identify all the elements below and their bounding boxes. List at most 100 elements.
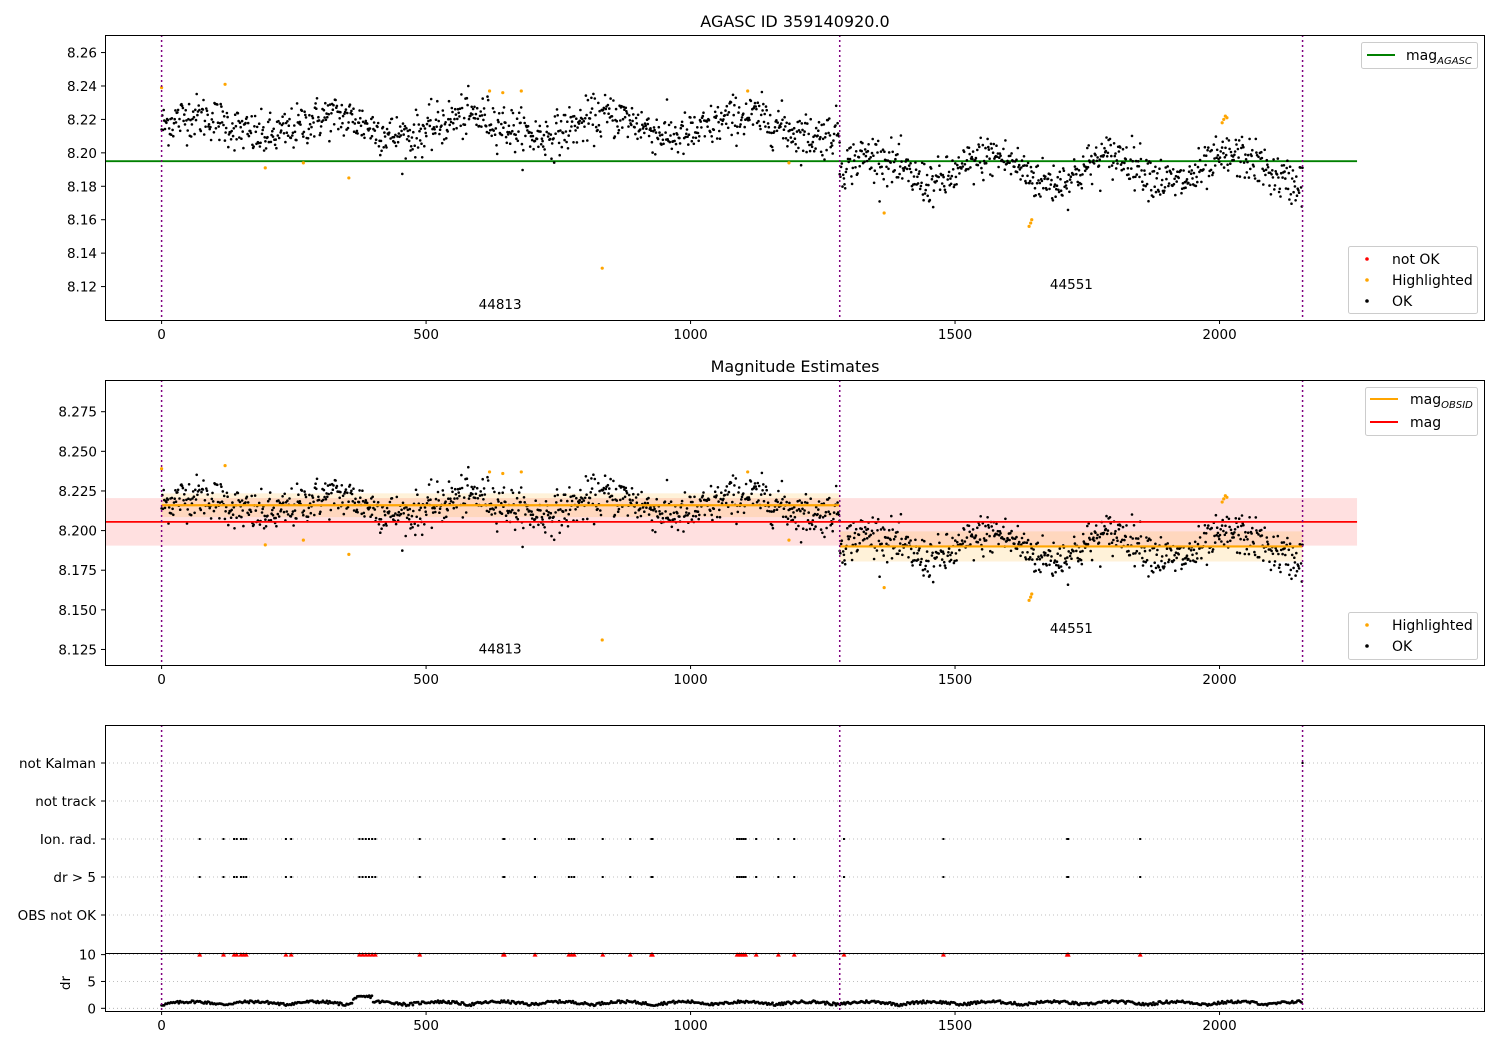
ok-point <box>1180 191 1183 195</box>
ok-point <box>449 497 452 501</box>
ok-point <box>431 511 435 514</box>
ok-point <box>368 506 372 509</box>
ok-point <box>725 104 729 108</box>
dr-clipped-marker <box>753 952 759 957</box>
dr-flag <box>1066 876 1069 878</box>
dr-flag <box>502 876 505 878</box>
ok-point <box>750 112 753 116</box>
ok-point <box>676 528 680 532</box>
ok-point <box>238 136 241 139</box>
ok-point <box>493 110 496 114</box>
ok-point <box>372 121 376 124</box>
ok-point <box>942 560 946 564</box>
ok-point <box>604 487 608 491</box>
ok-point <box>854 543 857 546</box>
dr-flag <box>1139 876 1142 878</box>
ok-point <box>1213 534 1216 538</box>
ok-point <box>1046 177 1050 181</box>
ok-point <box>254 509 258 512</box>
ok-point <box>1192 171 1196 175</box>
ok-point <box>332 103 335 107</box>
ok-point <box>1158 568 1162 572</box>
ok-point <box>732 113 735 117</box>
ok-point <box>967 524 971 528</box>
ok-point <box>1193 540 1197 544</box>
ok-point <box>1160 559 1163 563</box>
ok-point <box>653 507 656 511</box>
ok-point <box>836 511 840 514</box>
ok-point <box>830 144 834 147</box>
ok-point <box>715 114 718 118</box>
ok-point <box>513 528 517 532</box>
ok-point <box>1187 170 1191 173</box>
ok-point <box>568 106 571 109</box>
ok-point <box>225 491 229 495</box>
dr-point <box>1230 999 1233 1002</box>
ok-point <box>879 528 883 531</box>
ok-point <box>715 494 718 497</box>
ok-point <box>866 149 870 153</box>
ok-point <box>689 116 692 119</box>
x-tick-label: 1000 <box>673 1018 707 1034</box>
ok-point <box>715 137 719 140</box>
ok-point <box>918 546 921 550</box>
ok-point <box>871 137 874 141</box>
ion-rad-flag <box>534 838 537 840</box>
ok-point <box>923 567 927 571</box>
ok-point <box>405 138 409 141</box>
ok-point <box>900 537 903 541</box>
ok-point <box>423 523 426 526</box>
dr-point <box>1034 1002 1038 1006</box>
ok-point <box>539 143 543 146</box>
dr-clipped-marker <box>369 952 375 957</box>
ok-point <box>685 507 689 510</box>
ok-point <box>768 493 772 497</box>
ok-point <box>220 105 223 108</box>
ok-point <box>195 92 198 96</box>
ok-point <box>428 124 432 128</box>
ok-point <box>420 156 424 159</box>
ok-point <box>346 491 349 495</box>
ok-point <box>165 121 168 125</box>
ok-point <box>643 122 647 125</box>
ok-point <box>1155 177 1158 180</box>
ok-point <box>346 126 350 130</box>
legend-mag-agasc-label: magAGASC <box>1406 48 1472 67</box>
ok-point <box>875 172 879 176</box>
ok-point <box>476 117 480 121</box>
ok-point <box>1038 557 1042 561</box>
ok-point <box>738 125 742 128</box>
ok-point <box>982 555 985 558</box>
ok-point <box>751 123 755 126</box>
ok-point <box>985 155 989 158</box>
ok-point <box>1180 567 1183 571</box>
dr-clipped-marker <box>501 952 507 957</box>
ok-point <box>286 120 289 123</box>
ok-point <box>400 129 403 133</box>
ok-point <box>377 145 381 148</box>
ok-point <box>1112 142 1116 145</box>
ok-point <box>781 137 785 140</box>
ok-point <box>436 490 440 494</box>
ok-point <box>308 113 311 117</box>
ok-point <box>710 135 713 138</box>
ok-point <box>272 506 276 510</box>
ok-point <box>1066 208 1070 212</box>
ok-point <box>630 106 634 110</box>
ok-point <box>291 131 295 135</box>
ok-point <box>762 120 766 124</box>
dr-flag <box>361 876 364 878</box>
ok-point <box>1083 169 1087 173</box>
ok-point <box>240 499 244 502</box>
ok-point <box>1147 199 1150 203</box>
ok-point <box>1225 137 1229 140</box>
ok-point <box>1263 148 1266 152</box>
ok-point <box>960 162 964 165</box>
ok-point <box>823 136 827 139</box>
ok-point <box>374 138 378 141</box>
ok-point <box>1136 537 1140 540</box>
ok-point <box>493 512 497 515</box>
ok-point <box>1237 517 1241 520</box>
ok-point <box>916 182 920 185</box>
ok-point <box>1286 187 1290 191</box>
